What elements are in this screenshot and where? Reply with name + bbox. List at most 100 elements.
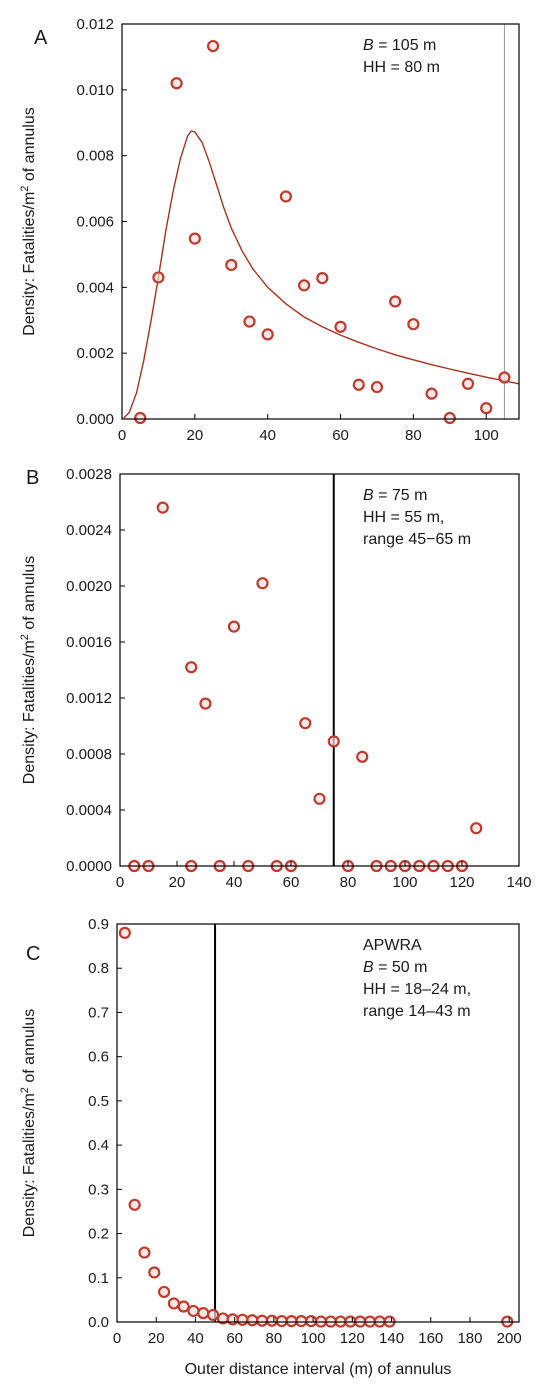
y-tick-label: 0.010	[76, 82, 114, 99]
y-tick-label: 0.002	[76, 345, 114, 362]
data-point	[246, 1314, 259, 1327]
annotation-line: B = 50 m	[363, 959, 427, 976]
x-tick-label: 40	[226, 874, 243, 891]
data-point	[206, 39, 220, 53]
data-point	[261, 328, 274, 341]
x-tick-label: 0	[116, 874, 124, 891]
data-point	[188, 232, 201, 245]
data-point	[299, 717, 312, 730]
y-tick-label: 0.004	[76, 279, 114, 296]
x-tick-label: 120	[340, 1330, 365, 1347]
y-tick-label: 0.2	[88, 1226, 109, 1243]
x-tick-label: 40	[259, 427, 276, 444]
fitted-curve	[123, 130, 520, 419]
x-tick-label: 60	[332, 427, 349, 444]
x-tick-label: 120	[449, 874, 474, 891]
y-axis-title: Density: Fatalities/m2 of annulus	[19, 107, 38, 335]
y-tick-label: 0.6	[88, 1049, 109, 1066]
data-point	[298, 279, 311, 292]
y-tick-label: 0.000	[76, 411, 114, 428]
data-point	[305, 1315, 318, 1328]
x-tick-label: 140	[506, 874, 531, 891]
x-tick-label: 160	[418, 1330, 443, 1347]
data-point	[265, 1314, 279, 1327]
data-point	[313, 792, 326, 805]
plot-frame	[119, 473, 520, 867]
panel-c: 0 20 40 60 80 100 120 140 160 180 200 0.0 0.1 0.2 0.3 0…	[19, 916, 522, 1378]
data-point	[170, 77, 183, 90]
annotation-line: HH = 18–24 m,	[363, 981, 471, 998]
y-axis-title: Density: Fatalities/m2 of annulus	[19, 556, 38, 784]
data-point	[177, 1300, 190, 1313]
annotation-line: HH = 80 m	[363, 59, 440, 76]
x-tick-label: 0	[113, 1330, 121, 1347]
data-point	[185, 661, 198, 674]
data-point	[425, 387, 438, 400]
data-point	[118, 926, 131, 939]
x-tick-label: 40	[187, 1330, 204, 1347]
data-point	[148, 1266, 161, 1279]
data-point	[156, 501, 169, 514]
data-point	[470, 822, 483, 835]
x-tick-label: 200	[497, 1330, 522, 1347]
y-tick-label: 0.7	[88, 1004, 109, 1021]
data-point	[226, 1313, 239, 1326]
x-axis-title: Outer distance interval (m) of annulus	[185, 1361, 452, 1378]
data-point	[152, 271, 165, 284]
data-point	[157, 1285, 171, 1299]
panel-letter: B	[26, 467, 39, 489]
y-tick-label: 0.0004	[66, 802, 112, 819]
data-point	[199, 697, 212, 710]
x-tick-label: 0	[118, 427, 126, 444]
y-tick-label: 0.008	[76, 148, 114, 165]
data-point	[187, 1304, 200, 1318]
data-point	[167, 1297, 180, 1310]
y-tick-label: 0.0020	[66, 578, 112, 595]
data-point	[334, 320, 347, 333]
data-point	[461, 377, 475, 390]
annotation-line: HH = 55 m,	[363, 509, 444, 526]
data-point	[275, 1315, 288, 1328]
panel-a: 0 20 40 60 80 100 0.000 0.002 0.004 0.006 0.008 0.0…	[19, 16, 520, 444]
annotation-line: B = 75 m	[363, 487, 427, 504]
data-point	[352, 378, 365, 391]
data-point	[327, 735, 340, 748]
annotation-line: B = 105 m	[363, 37, 436, 54]
x-tick-label: 80	[405, 427, 422, 444]
y-tick-label: 0.5	[88, 1093, 109, 1110]
panel-letter: C	[26, 943, 40, 965]
data-point	[134, 411, 147, 425]
data-point	[389, 295, 402, 308]
x-tick-label: 180	[457, 1330, 482, 1347]
data-point	[443, 411, 456, 425]
x-tick-label: 100	[301, 1330, 326, 1347]
x-tick-label: 20	[148, 1330, 165, 1347]
data-point	[243, 315, 256, 328]
y-tick-label: 0.1	[88, 1270, 109, 1287]
y-tick-label: 0.9	[88, 916, 109, 933]
x-tick-label: 20	[169, 874, 186, 891]
annotation-line: APWRA	[363, 937, 422, 954]
y-tick-label: 0.0028	[66, 466, 112, 483]
data-point	[227, 620, 241, 633]
annotation-line: range 45−65 m	[363, 531, 471, 548]
data-point	[407, 318, 420, 331]
y-tick-label: 0.0016	[66, 634, 112, 651]
panel-b: 0 20 40 60 80 100 120 140 0.0000 0.0004 0.0008 0.00…	[19, 466, 532, 891]
y-tick-label: 0.006	[76, 214, 114, 231]
plot-frame	[116, 923, 520, 1323]
data-point	[138, 1246, 151, 1259]
data-point	[128, 1198, 141, 1211]
x-tick-label: 100	[392, 874, 417, 891]
x-tick-label: 80	[266, 1330, 283, 1347]
y-tick-label: 0.0024	[66, 522, 112, 539]
data-point	[236, 1313, 249, 1326]
y-tick-label: 0.0012	[66, 690, 112, 707]
data-point	[480, 402, 493, 415]
y-tick-label: 0.0008	[66, 746, 112, 763]
x-tick-label: 20	[187, 427, 204, 444]
data-point	[316, 272, 329, 285]
y-tick-label: 0.0000	[66, 858, 112, 875]
x-tick-label: 80	[340, 874, 357, 891]
